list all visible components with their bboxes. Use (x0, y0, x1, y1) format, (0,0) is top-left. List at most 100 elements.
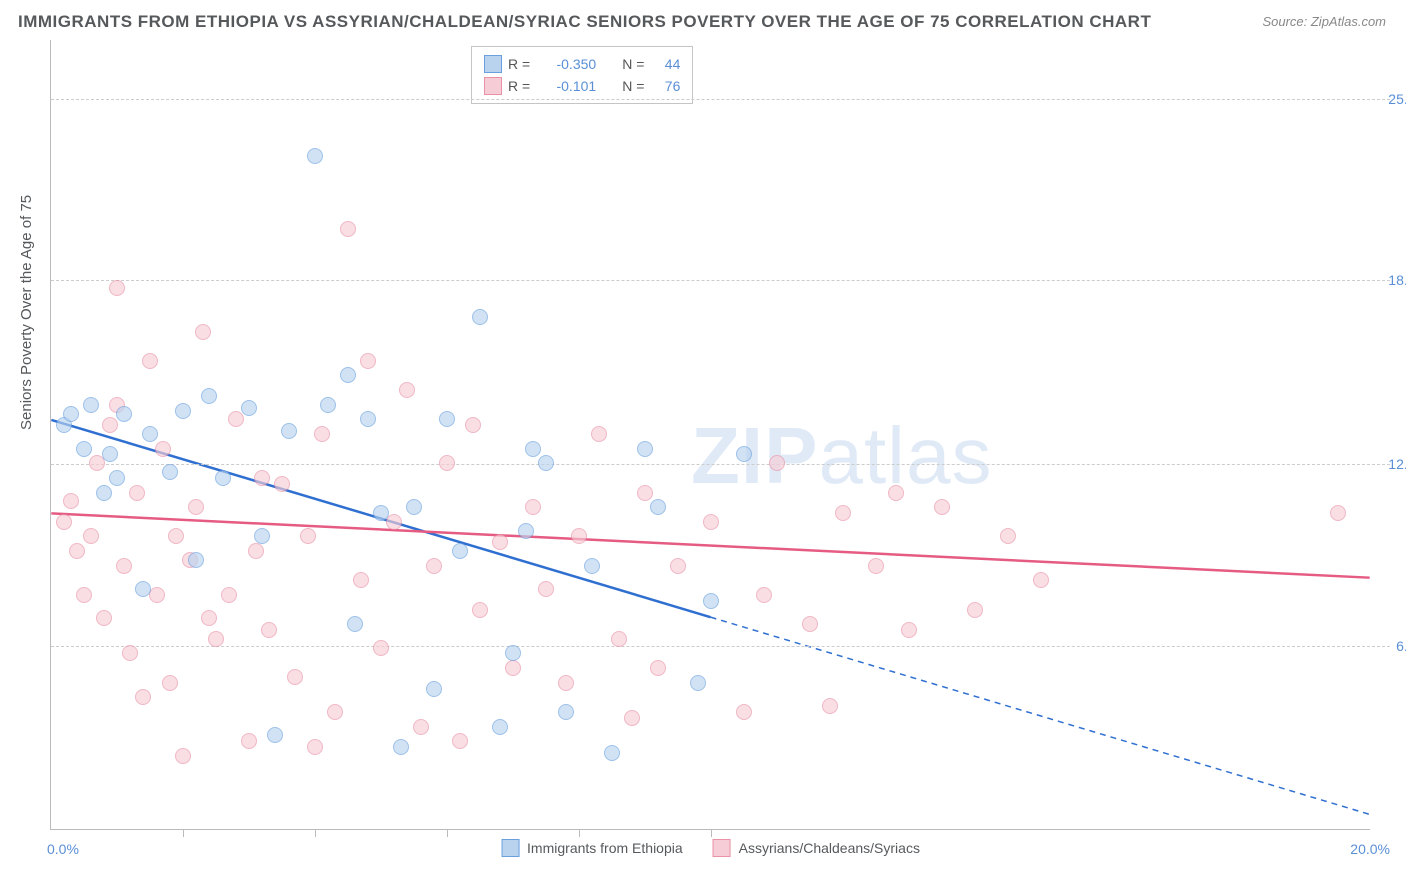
scatter-point (142, 353, 158, 369)
scatter-point (835, 505, 851, 521)
scatter-point (76, 441, 92, 457)
x-axis-max-label: 20.0% (1350, 841, 1390, 857)
gridline-h (51, 280, 1390, 281)
n-value: 44 (650, 53, 680, 75)
scatter-point (347, 616, 363, 632)
scatter-point (162, 464, 178, 480)
scatter-point (558, 675, 574, 691)
scatter-point (769, 455, 785, 471)
scatter-point (1033, 572, 1049, 588)
legend-series-label: Immigrants from Ethiopia (527, 840, 683, 856)
x-tick (711, 829, 712, 837)
scatter-point (63, 493, 79, 509)
scatter-point (162, 675, 178, 691)
scatter-point (307, 148, 323, 164)
legend-stats: R =-0.350N =44R =-0.101N =76 (471, 46, 693, 104)
scatter-point (492, 719, 508, 735)
scatter-point (129, 485, 145, 501)
scatter-point (69, 543, 85, 559)
scatter-point (327, 704, 343, 720)
x-tick (579, 829, 580, 837)
scatter-point (492, 534, 508, 550)
legend-swatch (501, 839, 519, 857)
scatter-point (221, 587, 237, 603)
scatter-point (571, 528, 587, 544)
scatter-point (452, 543, 468, 559)
scatter-point (584, 558, 600, 574)
gridline-h (51, 646, 1390, 647)
scatter-point (1000, 528, 1016, 544)
scatter-point (505, 660, 521, 676)
scatter-point (340, 367, 356, 383)
watermark-bold: ZIP (691, 411, 818, 500)
scatter-point (201, 610, 217, 626)
watermark-rest: atlas (818, 411, 992, 500)
legend-series: Immigrants from Ethiopia Assyrians/Chalde… (501, 839, 920, 857)
x-tick (183, 829, 184, 837)
scatter-point (703, 514, 719, 530)
scatter-point (175, 403, 191, 419)
scatter-point (452, 733, 468, 749)
n-label: N = (622, 53, 644, 75)
legend-swatch (484, 55, 502, 73)
r-value: -0.101 (536, 75, 596, 97)
scatter-point (83, 528, 99, 544)
scatter-point (386, 514, 402, 530)
scatter-point (175, 748, 191, 764)
scatter-point (426, 558, 442, 574)
scatter-point (63, 406, 79, 422)
y-tick-label: 25.0% (1388, 91, 1406, 107)
scatter-point (76, 587, 92, 603)
scatter-point (426, 681, 442, 697)
scatter-point (439, 455, 455, 471)
scatter-point (756, 587, 772, 603)
scatter-point (518, 523, 534, 539)
scatter-point (525, 499, 541, 515)
scatter-point (967, 602, 983, 618)
scatter-point (102, 417, 118, 433)
scatter-point (168, 528, 184, 544)
scatter-point (399, 382, 415, 398)
x-tick (447, 829, 448, 837)
scatter-point (538, 581, 554, 597)
scatter-point (525, 441, 541, 457)
scatter-point (591, 426, 607, 442)
scatter-point (314, 426, 330, 442)
scatter-point (736, 446, 752, 462)
scatter-point (83, 397, 99, 413)
scatter-point (868, 558, 884, 574)
scatter-point (624, 710, 640, 726)
gridline-h (51, 464, 1390, 465)
legend-swatch (713, 839, 731, 857)
scatter-point (406, 499, 422, 515)
scatter-point (901, 622, 917, 638)
scatter-point (373, 505, 389, 521)
scatter-point (135, 689, 151, 705)
scatter-point (188, 499, 204, 515)
legend-series-label: Assyrians/Chaldeans/Syriacs (739, 840, 920, 856)
source-label: Source: ZipAtlas.com (1262, 14, 1386, 29)
scatter-point (360, 411, 376, 427)
scatter-point (822, 698, 838, 714)
scatter-point (109, 280, 125, 296)
scatter-point (340, 221, 356, 237)
scatter-point (248, 543, 264, 559)
scatter-point (254, 528, 270, 544)
scatter-point (670, 558, 686, 574)
scatter-point (96, 485, 112, 501)
scatter-point (241, 400, 257, 416)
scatter-point (300, 528, 316, 544)
scatter-point (254, 470, 270, 486)
scatter-point (472, 309, 488, 325)
scatter-point (538, 455, 554, 471)
scatter-point (116, 406, 132, 422)
x-tick (315, 829, 316, 837)
plot-area: ZIPatlas R =-0.350N =44R =-0.101N =76 Im… (50, 40, 1370, 830)
scatter-point (261, 622, 277, 638)
r-label: R = (508, 75, 530, 97)
scatter-point (208, 631, 224, 647)
r-value: -0.350 (536, 53, 596, 75)
scatter-point (135, 581, 151, 597)
scatter-point (109, 470, 125, 486)
scatter-point (201, 388, 217, 404)
